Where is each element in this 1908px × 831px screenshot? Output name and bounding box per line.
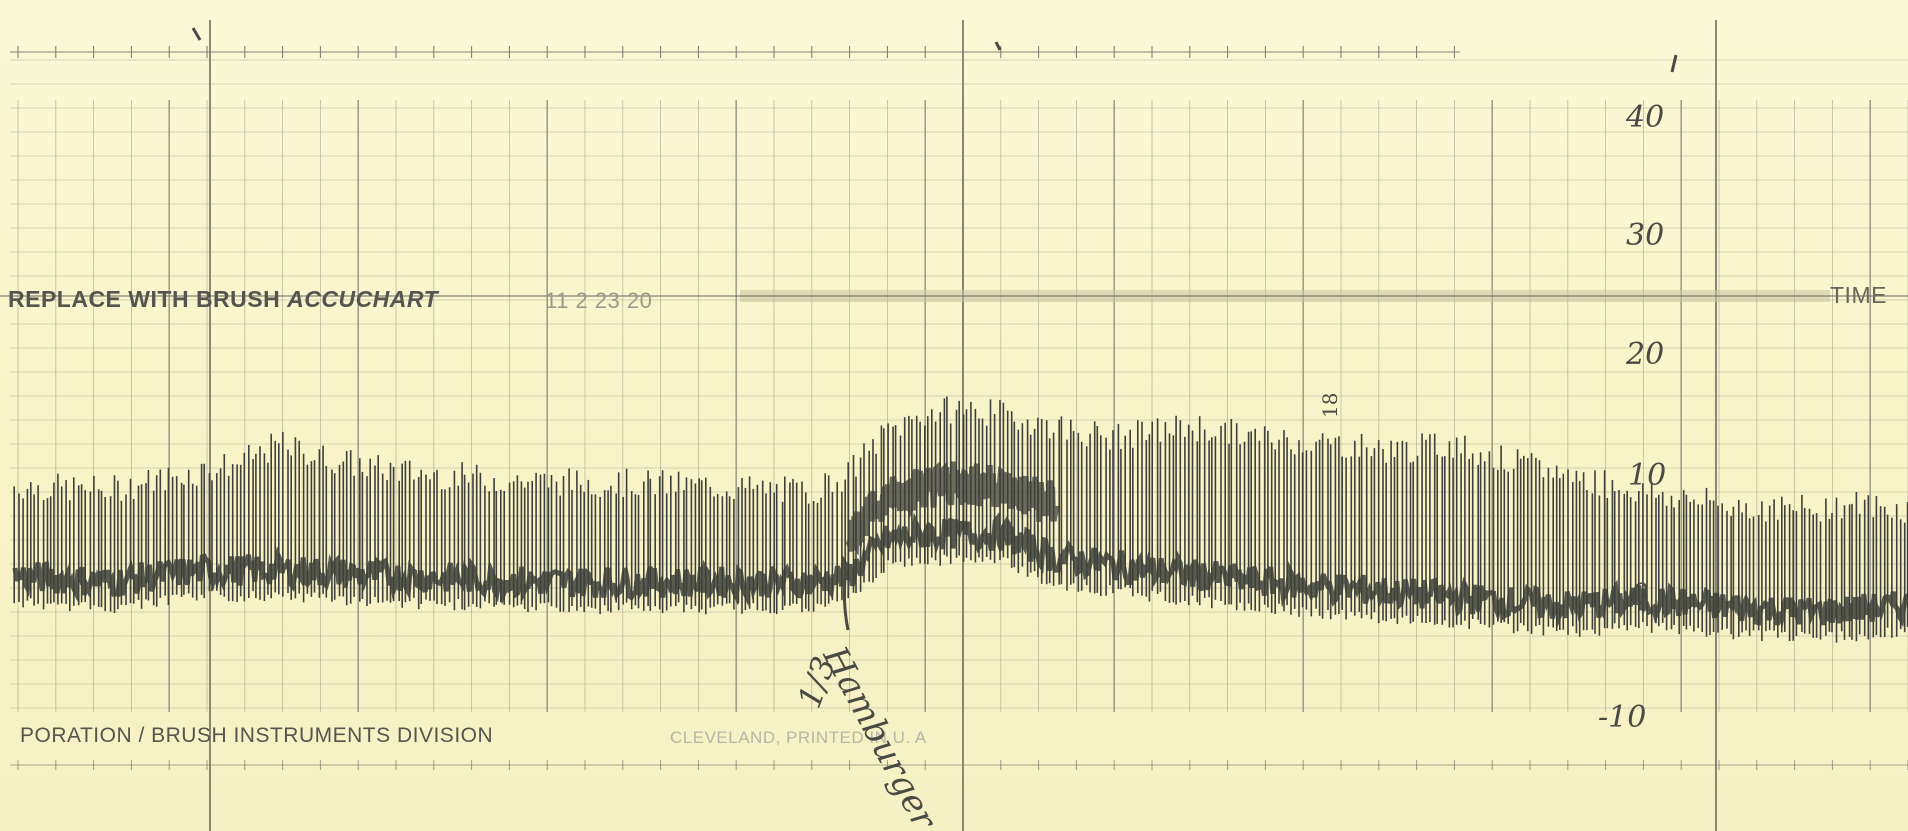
replace-with-label: REPLACE WITH BRUSH ACCUCHART [8, 286, 438, 313]
pen-mark [191, 27, 202, 41]
chart-grid [0, 20, 1908, 831]
pen-mark [994, 41, 1002, 51]
y-tick-label-minus-10: -10 [1598, 700, 1647, 735]
time-axis-label: TIME [1830, 282, 1887, 308]
replace-brand: ACCUCHART [287, 286, 439, 312]
annotation-stroke [842, 569, 850, 631]
y-tick-label-20: 20 [1626, 337, 1665, 372]
trace-baseline-band [12, 512, 1908, 629]
y-tick-label-0: 0 [1630, 578, 1650, 613]
replace-code: 11 2 23 20 [545, 288, 653, 313]
cleveland-label: CLEVELAND, PRINTED IN U. A [670, 728, 927, 747]
trace-dense-region [845, 461, 1060, 556]
y-tick-label-30: 30 [1626, 218, 1665, 253]
y-tick-label-10: 10 [1628, 458, 1667, 493]
annotation-marks [191, 27, 1678, 631]
replace-prefix: REPLACE WITH BRUSH [8, 286, 288, 312]
division-label: PORATION / BRUSH INSTRUMENTS DIVISION [20, 724, 494, 747]
marker-18-annotation: 18 [1318, 392, 1342, 418]
y-tick-label-40: 40 [1626, 100, 1665, 135]
trace-series [12, 396, 1908, 643]
pen-mark [1670, 54, 1678, 73]
